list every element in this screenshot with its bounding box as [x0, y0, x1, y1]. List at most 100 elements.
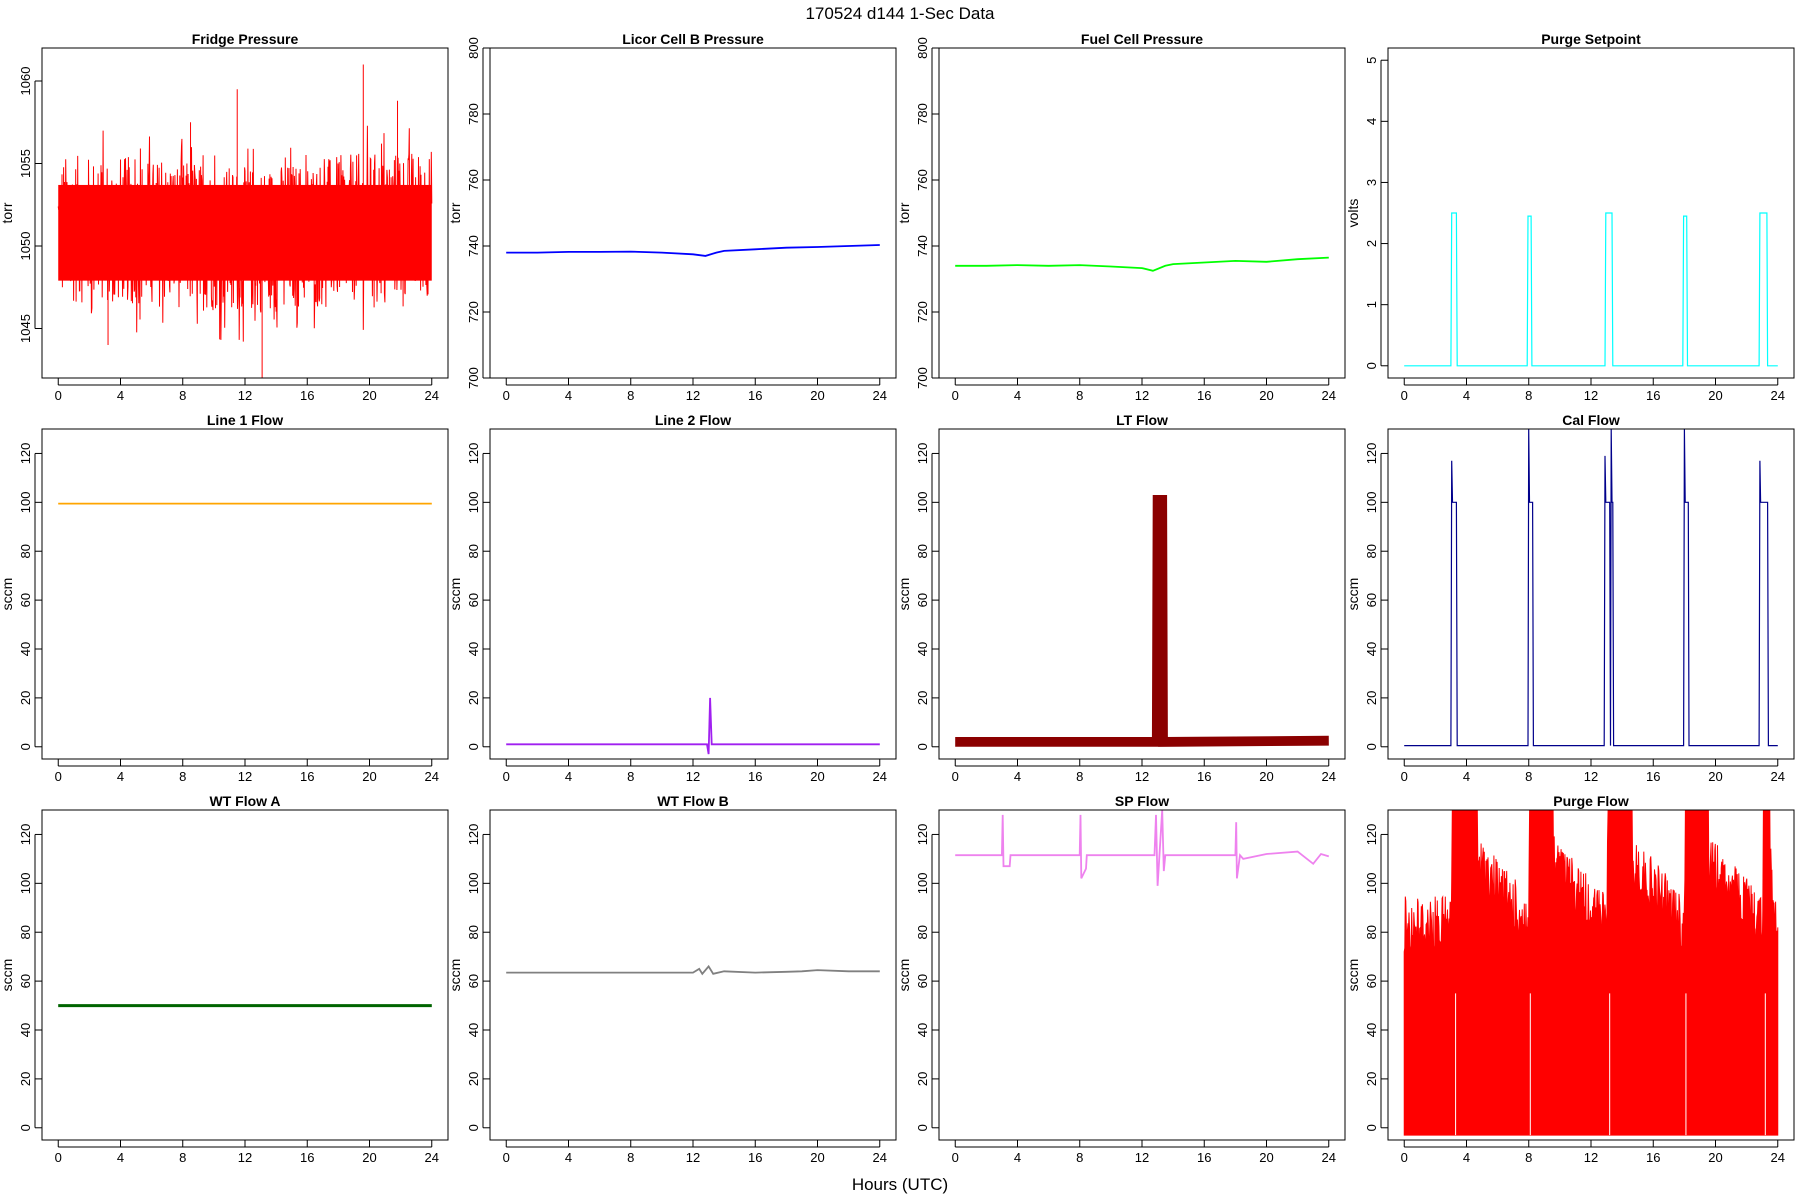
- y-tick-label: 0: [466, 1124, 481, 1131]
- x-tick-label: 12: [238, 1150, 252, 1165]
- y-tick-label: 80: [1364, 544, 1379, 558]
- x-tick-label: 8: [1525, 769, 1532, 784]
- x-tick-label: 8: [1525, 388, 1532, 403]
- series-line: [1404, 212, 1778, 367]
- y-tick-label: 80: [466, 544, 481, 558]
- y-tick-label: 60: [915, 974, 930, 988]
- figure-title: 170524 d144 1-Sec Data: [805, 4, 995, 23]
- x-tick-label: 12: [1135, 1150, 1149, 1165]
- y-axis-label: sccm: [447, 578, 463, 611]
- x-tick-label: 24: [1771, 1150, 1785, 1165]
- x-tick-label: 8: [627, 1150, 634, 1165]
- x-tick-label: 4: [565, 388, 572, 403]
- panel-title: Line 1 Flow: [207, 412, 283, 428]
- y-tick-label: 20: [915, 691, 930, 705]
- y-tick-label: 80: [915, 925, 930, 939]
- panel-title: Fuel Cell Pressure: [1081, 31, 1203, 47]
- x-tick-label: 16: [1197, 1150, 1211, 1165]
- y-tick-label: 0: [915, 743, 930, 750]
- series-area: [1403, 810, 1779, 1136]
- y-tick-label: 0: [1364, 362, 1379, 369]
- y-tick-label: 60: [18, 974, 33, 988]
- x-tick-label: 16: [748, 1150, 762, 1165]
- y-tick-label: 4: [1364, 118, 1379, 125]
- x-tick-label: 16: [300, 1150, 314, 1165]
- panel-sp-flow: SP Flow sccm 0 4 8 12 16 20 24 0 20 40 60 80 100 120: [896, 793, 1346, 1165]
- panel-title: Line 2 Flow: [655, 412, 731, 428]
- x-tick-label: 0: [952, 769, 959, 784]
- x-tick-label: 24: [425, 1150, 439, 1165]
- plot-frame: [1387, 809, 1795, 1141]
- plot-frame: [489, 428, 897, 760]
- y-tick-label: 0: [18, 1124, 33, 1131]
- plot-frame: [938, 428, 1346, 760]
- y-tick-label: 120: [1364, 443, 1379, 465]
- x-tick-label: 24: [873, 1150, 887, 1165]
- x-tick-label: 20: [362, 388, 376, 403]
- y-tick-label: 760: [915, 169, 930, 191]
- y-tick-label: 60: [1364, 593, 1379, 607]
- plot-frame: [1387, 47, 1795, 379]
- series-line: [506, 964, 880, 976]
- plot-frame: [41, 809, 449, 1141]
- series-line: [955, 495, 1329, 747]
- y-tick-label: 740: [915, 235, 930, 257]
- x-tick-label: 20: [1708, 388, 1722, 403]
- y-tick-label: 60: [1364, 974, 1379, 988]
- x-tick-label: 12: [1584, 388, 1598, 403]
- panel-fuel-cell-pressure: Fuel Cell Pressure torr 0 4 8 12 16 20 24 700 720 7…: [896, 31, 1346, 403]
- x-tick-label: 8: [179, 769, 186, 784]
- y-tick-label: 80: [915, 544, 930, 558]
- figure-xlabel: Hours (UTC): [852, 1175, 948, 1194]
- panel-licor-cell-b-pressure: Licor Cell B Pressure torr 0 4 8 12 16 20 24 700 7…: [447, 31, 897, 403]
- y-tick-label: 760: [466, 169, 481, 191]
- y-axis-label: sccm: [896, 578, 912, 611]
- x-tick-label: 20: [362, 769, 376, 784]
- series-line: [955, 256, 1329, 272]
- y-axis-label: torr: [447, 202, 463, 223]
- x-tick-label: 16: [1197, 769, 1211, 784]
- x-tick-label: 0: [503, 769, 510, 784]
- x-tick-label: 4: [565, 1150, 572, 1165]
- y-tick-label: 60: [18, 593, 33, 607]
- y-tick-label: 40: [18, 642, 33, 656]
- x-tick-label: 8: [627, 769, 634, 784]
- y-tick-label: 780: [915, 103, 930, 125]
- y-tick-label: 720: [915, 301, 930, 323]
- y-tick-label: 3: [1364, 179, 1379, 186]
- x-tick-label: 12: [238, 769, 252, 784]
- x-tick-label: 4: [117, 388, 124, 403]
- y-tick-label: 800: [466, 37, 481, 59]
- plot-frame: [41, 47, 449, 379]
- y-tick-label: 0: [1364, 1124, 1379, 1131]
- x-tick-label: 20: [1259, 1150, 1273, 1165]
- x-tick-label: 0: [1401, 388, 1408, 403]
- x-tick-label: 4: [1463, 388, 1470, 403]
- x-tick-label: 24: [1322, 388, 1336, 403]
- plot-area: [1404, 429, 1778, 747]
- y-tick-label: 2: [1364, 240, 1379, 247]
- x-tick-label: 0: [55, 388, 62, 403]
- panel-line-2-flow: Line 2 Flow sccm 0 4 8 12 16 20 24 0 20 40 60 80 100 12…: [447, 412, 897, 784]
- y-axis-label: sccm: [1345, 578, 1361, 611]
- y-tick-label: 100: [466, 872, 481, 894]
- panel-cal-flow: Cal Flow sccm 0 4 8 12 16 20 24 0 20 40 60 80 100 120: [1345, 412, 1795, 784]
- x-tick-label: 8: [1076, 1150, 1083, 1165]
- panel-title: Licor Cell B Pressure: [622, 31, 764, 47]
- x-tick-label: 0: [1401, 769, 1408, 784]
- x-tick-label: 24: [425, 769, 439, 784]
- plot-area: [955, 256, 1329, 272]
- y-tick-label: 120: [466, 443, 481, 465]
- x-tick-label: 12: [686, 769, 700, 784]
- y-tick-label: 20: [466, 691, 481, 705]
- y-tick-label: 120: [915, 443, 930, 465]
- panel-title: Fridge Pressure: [192, 31, 299, 47]
- y-tick-label: 40: [915, 642, 930, 656]
- plot-area: [506, 964, 880, 976]
- x-tick-label: 20: [362, 1150, 376, 1165]
- x-tick-label: 0: [952, 1150, 959, 1165]
- x-tick-label: 24: [1322, 1150, 1336, 1165]
- x-tick-label: 0: [55, 1150, 62, 1165]
- plot-area: [955, 810, 1330, 886]
